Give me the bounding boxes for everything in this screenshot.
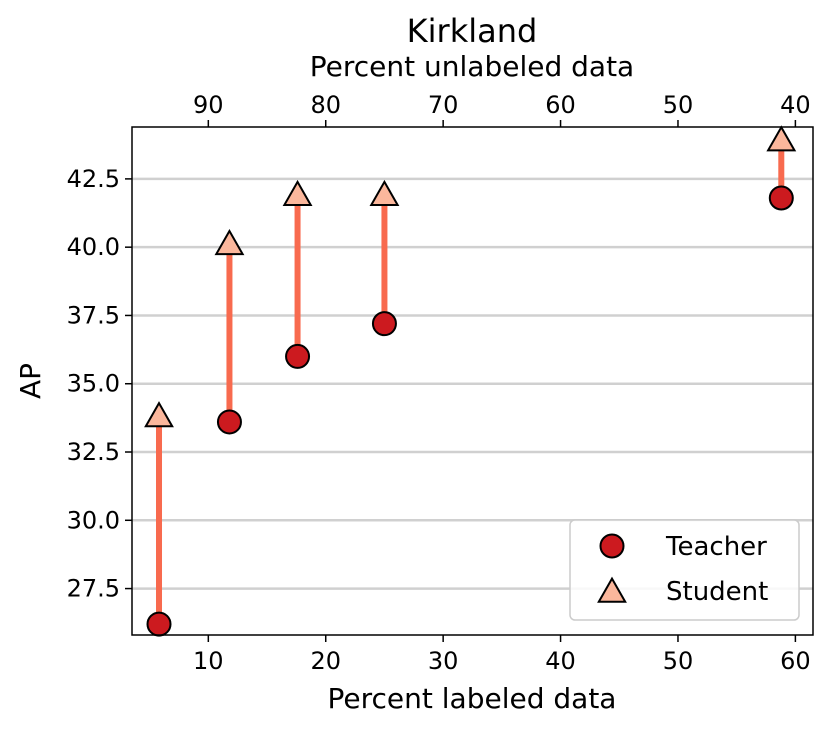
y-tick-label: 40.0 [67,233,120,261]
top-tick-label: 90 [193,91,224,119]
student-point [282,179,313,206]
top-tick-label: 70 [428,91,459,119]
legend-teacher-marker [599,533,625,559]
legend-student-marker [597,576,627,603]
x-tick-label: 40 [545,647,576,675]
teacher-point [285,343,311,369]
axis-ticks: 27.5 30.0 32.5 35.0 37.5 40.0 42.5 10 20 30 40 50 60… [67,91,811,675]
y-tick-label: 35.0 [67,370,120,398]
x-tick-label: 60 [780,647,811,675]
y-tick-label: 42.5 [67,165,120,193]
plot-frame [131,126,814,636]
top-tick-label: 80 [310,91,341,119]
x-tick-label: 10 [193,647,224,675]
plot-marks [144,125,797,637]
teacher-point [768,185,794,211]
student-point [766,125,797,152]
legend: Teacher Student [569,519,800,621]
teacher-point [146,611,172,637]
top-tick-label: 60 [545,91,576,119]
x-axis-title: Percent labeled data [328,682,617,715]
student-point [144,401,174,428]
legend-student-label: Student [666,577,768,607]
y-tick-label: 27.5 [67,575,120,603]
teacher-point [371,311,397,337]
y-axis-title: AP [14,363,47,399]
student-point [214,229,245,256]
y-tick-label: 37.5 [67,301,120,329]
top-tick-label: 50 [663,91,694,119]
x-tick-label: 30 [428,647,459,675]
chart-title: Kirkland [407,12,538,50]
y-tick-label: 30.0 [67,506,120,534]
legend-box [569,519,800,621]
teacher-point [216,409,242,435]
x-tick-label: 20 [310,647,341,675]
student-point [369,179,400,206]
grid-lines [132,177,813,590]
legend-teacher-label: Teacher [665,532,767,562]
y-tick-label: 32.5 [67,438,120,466]
top-tick-label: 40 [780,91,811,119]
top-axis-title: Percent unlabeled data [310,50,634,83]
x-tick-label: 50 [663,647,694,675]
